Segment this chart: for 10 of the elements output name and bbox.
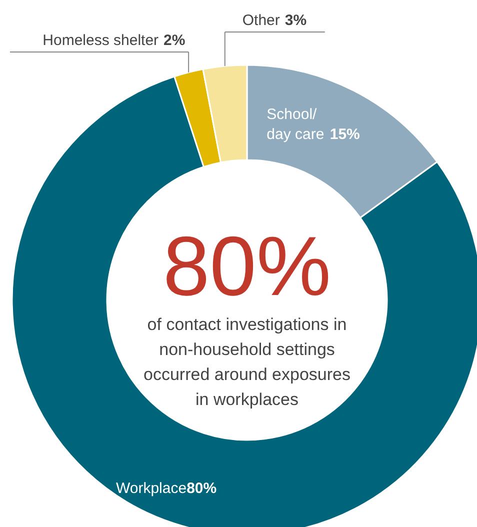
slice-label: Workplace [116,480,187,497]
text: 80% [162,219,332,313]
text: of contact investigations in non-household settings occurred around exposures in workplaces [144,315,350,409]
slice-label: Homeless shelter [42,32,159,49]
data-label: 2% [164,32,186,49]
data-label: 15% [330,126,360,144]
data-label: 3% [284,12,307,29]
slice-label: School/ day care [266,106,324,144]
slice-label: Other [242,12,280,29]
data-label: 80% [186,480,217,497]
